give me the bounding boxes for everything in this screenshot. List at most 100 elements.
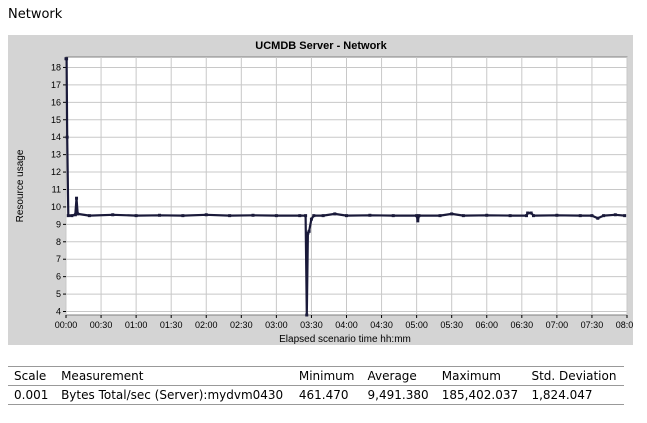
header-measurement: Measurement <box>61 369 144 383</box>
x-tick-label: 06:30 <box>511 320 534 330</box>
cell-scale: 0.001 <box>14 388 49 402</box>
y-axis-label: Resource usage <box>15 149 26 222</box>
x-tick-label: 06:00 <box>475 320 498 330</box>
cell-minimum: 461.470 <box>298 388 349 402</box>
data-point <box>251 213 255 217</box>
data-point <box>87 214 91 218</box>
x-tick-label: 02:00 <box>195 320 218 330</box>
x-tick-label: 02:30 <box>230 320 253 330</box>
data-point <box>416 219 420 223</box>
cell-measurement: Bytes Total/sec (Server):mydvm0430 <box>61 388 284 402</box>
data-point <box>532 214 535 218</box>
data-point <box>415 214 419 218</box>
data-point <box>305 313 309 317</box>
x-tick-label: 07:00 <box>546 320 569 330</box>
data-point <box>368 213 372 217</box>
data-point <box>590 214 594 218</box>
page-heading: Network <box>8 7 63 22</box>
x-tick-label: 04:00 <box>335 320 358 330</box>
data-point <box>321 214 325 218</box>
header-maximum: Maximum <box>441 369 501 383</box>
data-point <box>508 214 512 218</box>
y-tick-label: 18 <box>51 62 61 72</box>
series-layer <box>64 57 627 317</box>
data-point <box>306 231 310 235</box>
data-point <box>304 214 308 218</box>
data-point <box>485 213 489 217</box>
data-point <box>70 214 74 218</box>
data-point <box>312 214 316 218</box>
data-point <box>65 57 69 61</box>
data-point <box>613 213 617 217</box>
x-tick-label: 01:30 <box>160 320 183 330</box>
data-point <box>65 135 69 139</box>
data-point <box>578 214 582 218</box>
data-point <box>529 211 533 215</box>
cell-average: 9,491.380 <box>367 388 429 402</box>
header-minimum: Minimum <box>298 369 355 383</box>
x-tick-label: 08:00 <box>616 320 633 330</box>
network-chart: UCMDB Server - Network 4 5 6 7 8 9 10 11 12 13 14 1… <box>15 40 633 345</box>
data-point <box>204 213 208 217</box>
data-point <box>228 214 232 218</box>
data-point <box>309 217 313 221</box>
data-point <box>524 214 528 218</box>
data-point <box>111 213 115 217</box>
x-tick-label: 01:00 <box>125 320 148 330</box>
x-tick-label: 03:30 <box>300 320 323 330</box>
y-tick-label: 9 <box>56 219 61 229</box>
y-tick-label: 12 <box>51 167 61 177</box>
x-tick-label: 04:30 <box>370 320 393 330</box>
data-point <box>134 214 138 218</box>
y-tick-label: 17 <box>51 80 61 90</box>
cell-std-deviation: 1,824.047 <box>531 388 593 402</box>
table-row: 0.001 Bytes Total/sec (Server):mydvm0430… <box>8 386 624 405</box>
data-point <box>461 214 465 218</box>
data-point <box>417 214 421 218</box>
y-tick-label: 10 <box>51 202 61 212</box>
y-tick-label: 8 <box>56 237 61 247</box>
x-axis-label: Elapsed scenario time hh:mm <box>279 334 411 345</box>
data-point <box>274 214 278 218</box>
x-tick-label: 03:00 <box>265 320 288 330</box>
data-point <box>298 214 302 218</box>
grid-lines <box>65 57 628 315</box>
data-point <box>333 212 337 216</box>
y-tick-label: 14 <box>51 132 61 142</box>
data-point <box>76 212 80 216</box>
data-point <box>391 214 395 218</box>
y-tick-label: 5 <box>56 289 61 299</box>
data-point <box>450 212 454 216</box>
stats-header-row: Scale Measurement Minimum Average Maximu… <box>8 366 624 386</box>
data-point <box>526 211 530 215</box>
data-point <box>623 214 627 218</box>
y-tick-label: 7 <box>56 254 61 264</box>
data-point <box>181 214 185 218</box>
y-tick-label: 6 <box>56 272 61 282</box>
x-tick-label: 00:00 <box>55 320 78 330</box>
data-point <box>75 196 79 200</box>
y-tick-label: 11 <box>52 184 61 194</box>
y-tick-label: 15 <box>51 115 61 125</box>
axis-ticks: 4 5 6 7 8 9 10 11 12 13 14 15 16 17 18 00:00 00:30 01:00 0… <box>51 62 633 330</box>
cell-maximum: 185,402.037 <box>441 388 519 402</box>
header-scale: Scale <box>14 369 47 383</box>
x-tick-label: 07:30 <box>581 320 604 330</box>
header-average: Average <box>367 369 417 383</box>
y-tick-label: 13 <box>51 150 61 160</box>
y-tick-label: 16 <box>51 97 61 107</box>
x-tick-label: 05:00 <box>405 320 428 330</box>
data-point <box>73 213 77 217</box>
data-point <box>602 214 606 218</box>
data-point <box>158 213 161 217</box>
chart-panel: UCMDB Server - Network 4 5 6 7 8 9 10 11 12 13 14 1… <box>8 35 633 345</box>
data-point <box>596 216 600 220</box>
data-point <box>345 214 348 218</box>
data-point <box>555 213 559 217</box>
x-tick-label: 05:30 <box>440 320 463 330</box>
stats-table: Scale Measurement Minimum Average Maximu… <box>8 366 624 405</box>
x-tick-label: 00:30 <box>90 320 113 330</box>
y-tick-label: 4 <box>56 307 61 317</box>
data-point <box>438 214 442 218</box>
chart-title: UCMDB Server - Network <box>255 40 387 52</box>
